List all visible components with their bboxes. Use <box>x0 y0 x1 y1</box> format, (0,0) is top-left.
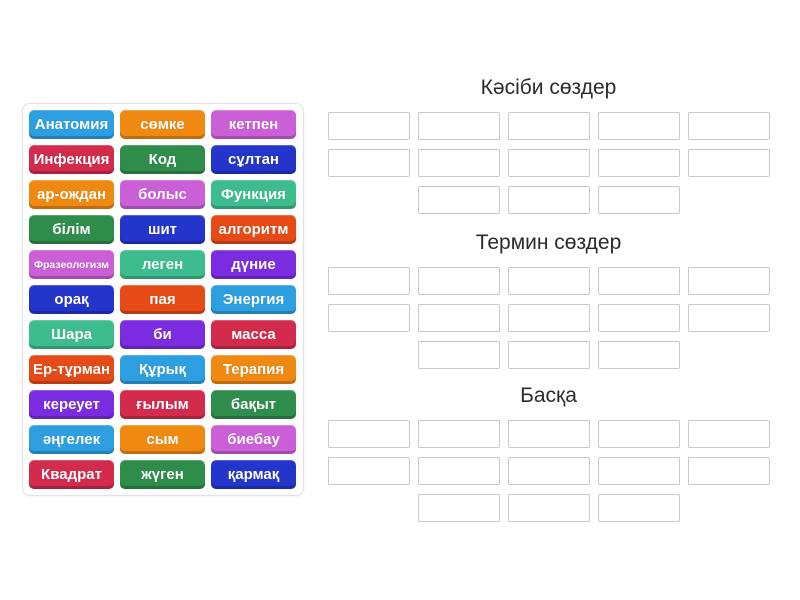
category-group-basqa: Басқа <box>327 384 770 522</box>
word-tile[interactable]: биебау <box>211 425 296 454</box>
word-tile[interactable]: орақ <box>29 285 114 314</box>
word-tile[interactable]: сөмке <box>120 110 205 139</box>
drop-zone[interactable] <box>327 267 410 295</box>
word-tile[interactable]: Фразеологизм <box>29 250 114 279</box>
word-tile[interactable]: Инфекция <box>29 145 114 174</box>
drop-zone[interactable] <box>597 112 680 140</box>
drop-zone[interactable] <box>507 267 590 295</box>
drop-zone[interactable] <box>507 304 590 332</box>
drop-zone[interactable] <box>327 112 410 140</box>
drop-zone[interactable] <box>507 149 590 177</box>
word-tile[interactable]: ғылым <box>120 390 205 419</box>
word-tile[interactable]: Квадрат <box>29 460 114 489</box>
word-tile[interactable]: Шара <box>29 320 114 349</box>
drop-zone[interactable] <box>687 457 770 485</box>
drop-zone[interactable] <box>597 457 680 485</box>
category-title: Кәсіби сөздер <box>480 76 617 99</box>
drop-zone[interactable] <box>687 149 770 177</box>
word-tile[interactable]: Анатомия <box>29 110 114 139</box>
drop-zone-grid <box>327 112 770 214</box>
drop-zone[interactable] <box>327 149 410 177</box>
drop-zone[interactable] <box>597 494 680 522</box>
drop-zone-grid <box>327 267 770 369</box>
drop-zone[interactable] <box>417 494 500 522</box>
drop-zone[interactable] <box>597 304 680 332</box>
drop-zone[interactable] <box>507 494 590 522</box>
word-tile[interactable]: пая <box>120 285 205 314</box>
word-bank: Анатомия сөмке кетпен Инфекция Код сұлтан ар-о… <box>22 103 304 496</box>
drop-zone[interactable] <box>597 341 680 369</box>
category-title: Термин сөздер <box>475 231 622 254</box>
word-tile[interactable]: сұлтан <box>211 145 296 174</box>
word-tile[interactable]: Энергия <box>211 285 296 314</box>
word-tile[interactable]: кереует <box>29 390 114 419</box>
drop-zone[interactable] <box>507 341 590 369</box>
word-tile[interactable]: жүген <box>120 460 205 489</box>
drop-zone-grid <box>327 420 770 522</box>
drop-zone[interactable] <box>687 112 770 140</box>
category-title: Басқа <box>520 384 577 407</box>
drop-zone[interactable] <box>417 420 500 448</box>
drop-zone[interactable] <box>507 420 590 448</box>
drop-zone[interactable] <box>597 420 680 448</box>
word-tile[interactable]: Код <box>120 145 205 174</box>
drop-zone[interactable] <box>417 149 500 177</box>
word-tile[interactable]: болыс <box>120 180 205 209</box>
drop-zone[interactable] <box>417 267 500 295</box>
drop-zone[interactable] <box>687 304 770 332</box>
word-tile[interactable]: әңгелек <box>29 425 114 454</box>
drop-zone[interactable] <box>417 186 500 214</box>
drop-zone[interactable] <box>687 420 770 448</box>
drop-zone[interactable] <box>417 457 500 485</box>
word-tile[interactable]: леген <box>120 250 205 279</box>
word-tile[interactable]: масса <box>211 320 296 349</box>
drop-zone[interactable] <box>417 341 500 369</box>
word-tile[interactable]: сым <box>120 425 205 454</box>
drop-zone[interactable] <box>507 112 590 140</box>
word-tile[interactable]: қармақ <box>211 460 296 489</box>
category-group-kasibi-sozder: Кәсіби сөздер <box>327 76 770 214</box>
word-tile[interactable]: кетпен <box>211 110 296 139</box>
drop-zone[interactable] <box>327 457 410 485</box>
word-tile[interactable]: Құрық <box>120 355 205 384</box>
word-tile[interactable]: шит <box>120 215 205 244</box>
word-tile[interactable]: бақыт <box>211 390 296 419</box>
drop-zone[interactable] <box>597 186 680 214</box>
word-tile[interactable]: білім <box>29 215 114 244</box>
word-tile[interactable]: дүние <box>211 250 296 279</box>
word-tile[interactable]: Функция <box>211 180 296 209</box>
drop-zone[interactable] <box>597 149 680 177</box>
drop-zone[interactable] <box>417 112 500 140</box>
drop-zone[interactable] <box>507 186 590 214</box>
drop-zone[interactable] <box>687 267 770 295</box>
drop-zone[interactable] <box>507 457 590 485</box>
category-group-termin-sozder: Термин сөздер <box>327 231 770 369</box>
drop-zone[interactable] <box>597 267 680 295</box>
word-tile[interactable]: Ер-тұрман <box>29 355 114 384</box>
word-tile[interactable]: ар-ождан <box>29 180 114 209</box>
word-tile[interactable]: би <box>120 320 205 349</box>
drop-zone[interactable] <box>327 420 410 448</box>
drop-zone[interactable] <box>327 304 410 332</box>
word-tile[interactable]: Терапия <box>211 355 296 384</box>
word-tile[interactable]: алгоритм <box>211 215 296 244</box>
drop-zone[interactable] <box>417 304 500 332</box>
